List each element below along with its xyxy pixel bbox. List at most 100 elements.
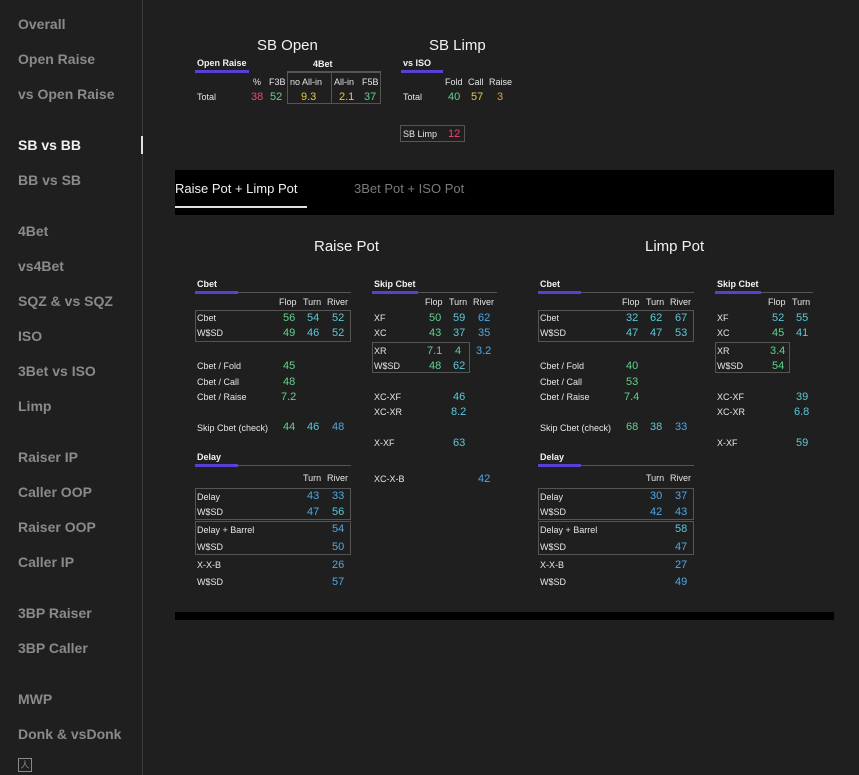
lp-cbet-underline	[538, 291, 581, 294]
rp-skip-flop: 44	[283, 421, 296, 433]
lp-cbet-turn: 62	[650, 312, 663, 324]
sb-open-f3b: 52	[270, 91, 283, 103]
rp-xr-label: XR	[374, 346, 387, 356]
lp-xc-flop: 45	[772, 327, 785, 339]
rp-skip-col-turn: Turn	[449, 297, 468, 307]
lp-delay-rule	[581, 465, 694, 466]
rp-skipcbet-rule	[418, 292, 497, 293]
rp-cbet-fold: 45	[283, 360, 296, 372]
lp-skipcbet-underline	[715, 291, 761, 294]
col-fold: Fold	[445, 77, 463, 87]
rp-cbet-call-label: Cbet / Call	[197, 377, 240, 387]
rp-cbet-underline	[195, 291, 238, 294]
pin-icon[interactable]: 人	[18, 758, 32, 772]
nav-raiser-oop[interactable]: Raiser OOP	[18, 519, 96, 535]
lp-xr-wsd-label: W$SD	[717, 361, 744, 371]
sb-open-allin: 2.1	[339, 91, 355, 103]
lp-xf-label: XF	[717, 313, 729, 323]
lp-xr-flop: 3.4	[770, 345, 786, 357]
sb-open-f5b: 37	[364, 91, 377, 103]
lp-delay-underline	[538, 464, 581, 467]
rp-xf-flop: 50	[429, 312, 442, 324]
nav-4bet[interactable]: 4Bet	[18, 223, 49, 239]
nav-limp[interactable]: Limp	[18, 398, 52, 414]
rp-delay-wsd-turn: 47	[307, 506, 320, 518]
nav-iso[interactable]: ISO	[18, 328, 43, 344]
limp-pot-title: Limp Pot	[645, 238, 705, 255]
rp-xxf-label: X-XF	[374, 438, 395, 448]
rp-skip-river: 48	[332, 421, 345, 433]
lp-xcxr-turn: 6.8	[794, 406, 810, 418]
lp-xxf-label: X-XF	[717, 438, 738, 448]
rp-wsd-label: W$SD	[197, 328, 224, 338]
nav-sb-vs-bb[interactable]: SB vs BB	[18, 137, 82, 153]
nav-3bp-caller[interactable]: 3BP Caller	[18, 640, 88, 656]
nav-3bet-vs-iso[interactable]: 3Bet vs ISO	[18, 363, 96, 379]
nav-3bp-raiser[interactable]: 3BP Raiser	[18, 605, 92, 621]
open-raise-underline	[195, 70, 249, 73]
lp-wsd-label: W$SD	[540, 328, 567, 338]
nav-vs4bet[interactable]: vs4Bet	[18, 258, 64, 274]
nav-donk[interactable]: Donk & vsDonk	[18, 726, 122, 742]
lp-xxb-river: 27	[675, 559, 688, 571]
vs-iso-header: vs ISO	[403, 58, 432, 68]
lp-delay-barrel-box	[538, 521, 694, 555]
sb-open-title: SB Open	[257, 37, 318, 54]
rp-cbet-box	[195, 310, 351, 342]
rp-delay-wsd-river: 56	[332, 506, 345, 518]
nav-vs-open-raise[interactable]: vs Open Raise	[18, 86, 115, 102]
rp-xcxf-turn: 46	[453, 391, 466, 403]
rp-xr-wsd-label: W$SD	[374, 361, 401, 371]
lp-cbet-river: 67	[675, 312, 688, 324]
lp-delay-col-river: River	[670, 473, 692, 483]
rp-cbet-rule	[238, 292, 351, 293]
rp-skipcbet-underline	[372, 291, 418, 294]
nav-sqz[interactable]: SQZ & vs SQZ	[18, 293, 113, 309]
lp-xr-box	[715, 342, 790, 373]
sb-limp-call: 57	[471, 91, 484, 103]
sidebar: Overall Open Raise vs Open Raise SB vs B…	[0, 0, 143, 775]
nav-bb-vs-sb[interactable]: BB vs SB	[18, 172, 82, 188]
lp-delay-barrel-wsd-label: W$SD	[540, 542, 567, 552]
nav-mwp[interactable]: MWP	[18, 691, 53, 707]
rp-xcxf-label: XC-XF	[374, 392, 401, 402]
lp-cbet-box	[538, 310, 694, 342]
rp-xr-wsd-turn: 62	[453, 360, 466, 372]
lp-xr-wsd-flop: 54	[772, 360, 785, 372]
lp-col-river: River	[670, 297, 692, 307]
rp-cbet-turn: 54	[307, 312, 320, 324]
rp-xxb-label: X-X-B	[197, 560, 222, 570]
rp-xcxb-label: XC-X-B	[374, 474, 405, 484]
rp-wsd-flop: 49	[283, 327, 296, 339]
rp-xxb-wsd-river: 57	[332, 576, 345, 588]
sb-limp-fold: 40	[448, 91, 461, 103]
sb-limp-badge-value: 12	[448, 128, 461, 140]
nav-open-raise[interactable]: Open Raise	[18, 51, 96, 67]
lp-cbet-label: Cbet	[540, 313, 560, 323]
lp-skip-col-turn: Turn	[792, 297, 811, 307]
rp-wsd-turn: 46	[307, 327, 320, 339]
rp-xr-river: 3.2	[476, 345, 492, 357]
lp-delay-wsd-label: W$SD	[540, 507, 567, 517]
active-indicator	[141, 136, 143, 154]
rp-delay-barrel-wsd-label: W$SD	[197, 542, 224, 552]
active-tab-underline	[175, 206, 307, 208]
rp-skip-col-flop: Flop	[425, 297, 443, 307]
fourbet-line	[287, 71, 381, 72]
rp-delay-header: Delay	[197, 452, 222, 462]
rp-col-river: River	[327, 297, 349, 307]
tab-3bet-iso[interactable]: 3Bet Pot + ISO Pot	[354, 181, 465, 196]
rp-col-turn: Turn	[303, 297, 322, 307]
lp-cbet-flop: 32	[626, 312, 639, 324]
rp-delay-underline	[195, 464, 238, 467]
nav-caller-ip[interactable]: Caller IP	[18, 554, 75, 570]
lp-skip-flop: 68	[626, 421, 639, 433]
nav-caller-oop[interactable]: Caller OOP	[18, 484, 92, 500]
rp-xc-river: 35	[478, 327, 491, 339]
rp-xcxr-turn: 8.2	[451, 406, 467, 418]
tab-raise-limp[interactable]: Raise Pot + Limp Pot	[175, 181, 298, 196]
rp-skip-cbet-label: Skip Cbet (check)	[197, 423, 269, 433]
nav-overall[interactable]: Overall	[18, 16, 66, 32]
rp-delay-barrel-box	[195, 521, 351, 555]
nav-raiser-ip[interactable]: Raiser IP	[18, 449, 78, 465]
